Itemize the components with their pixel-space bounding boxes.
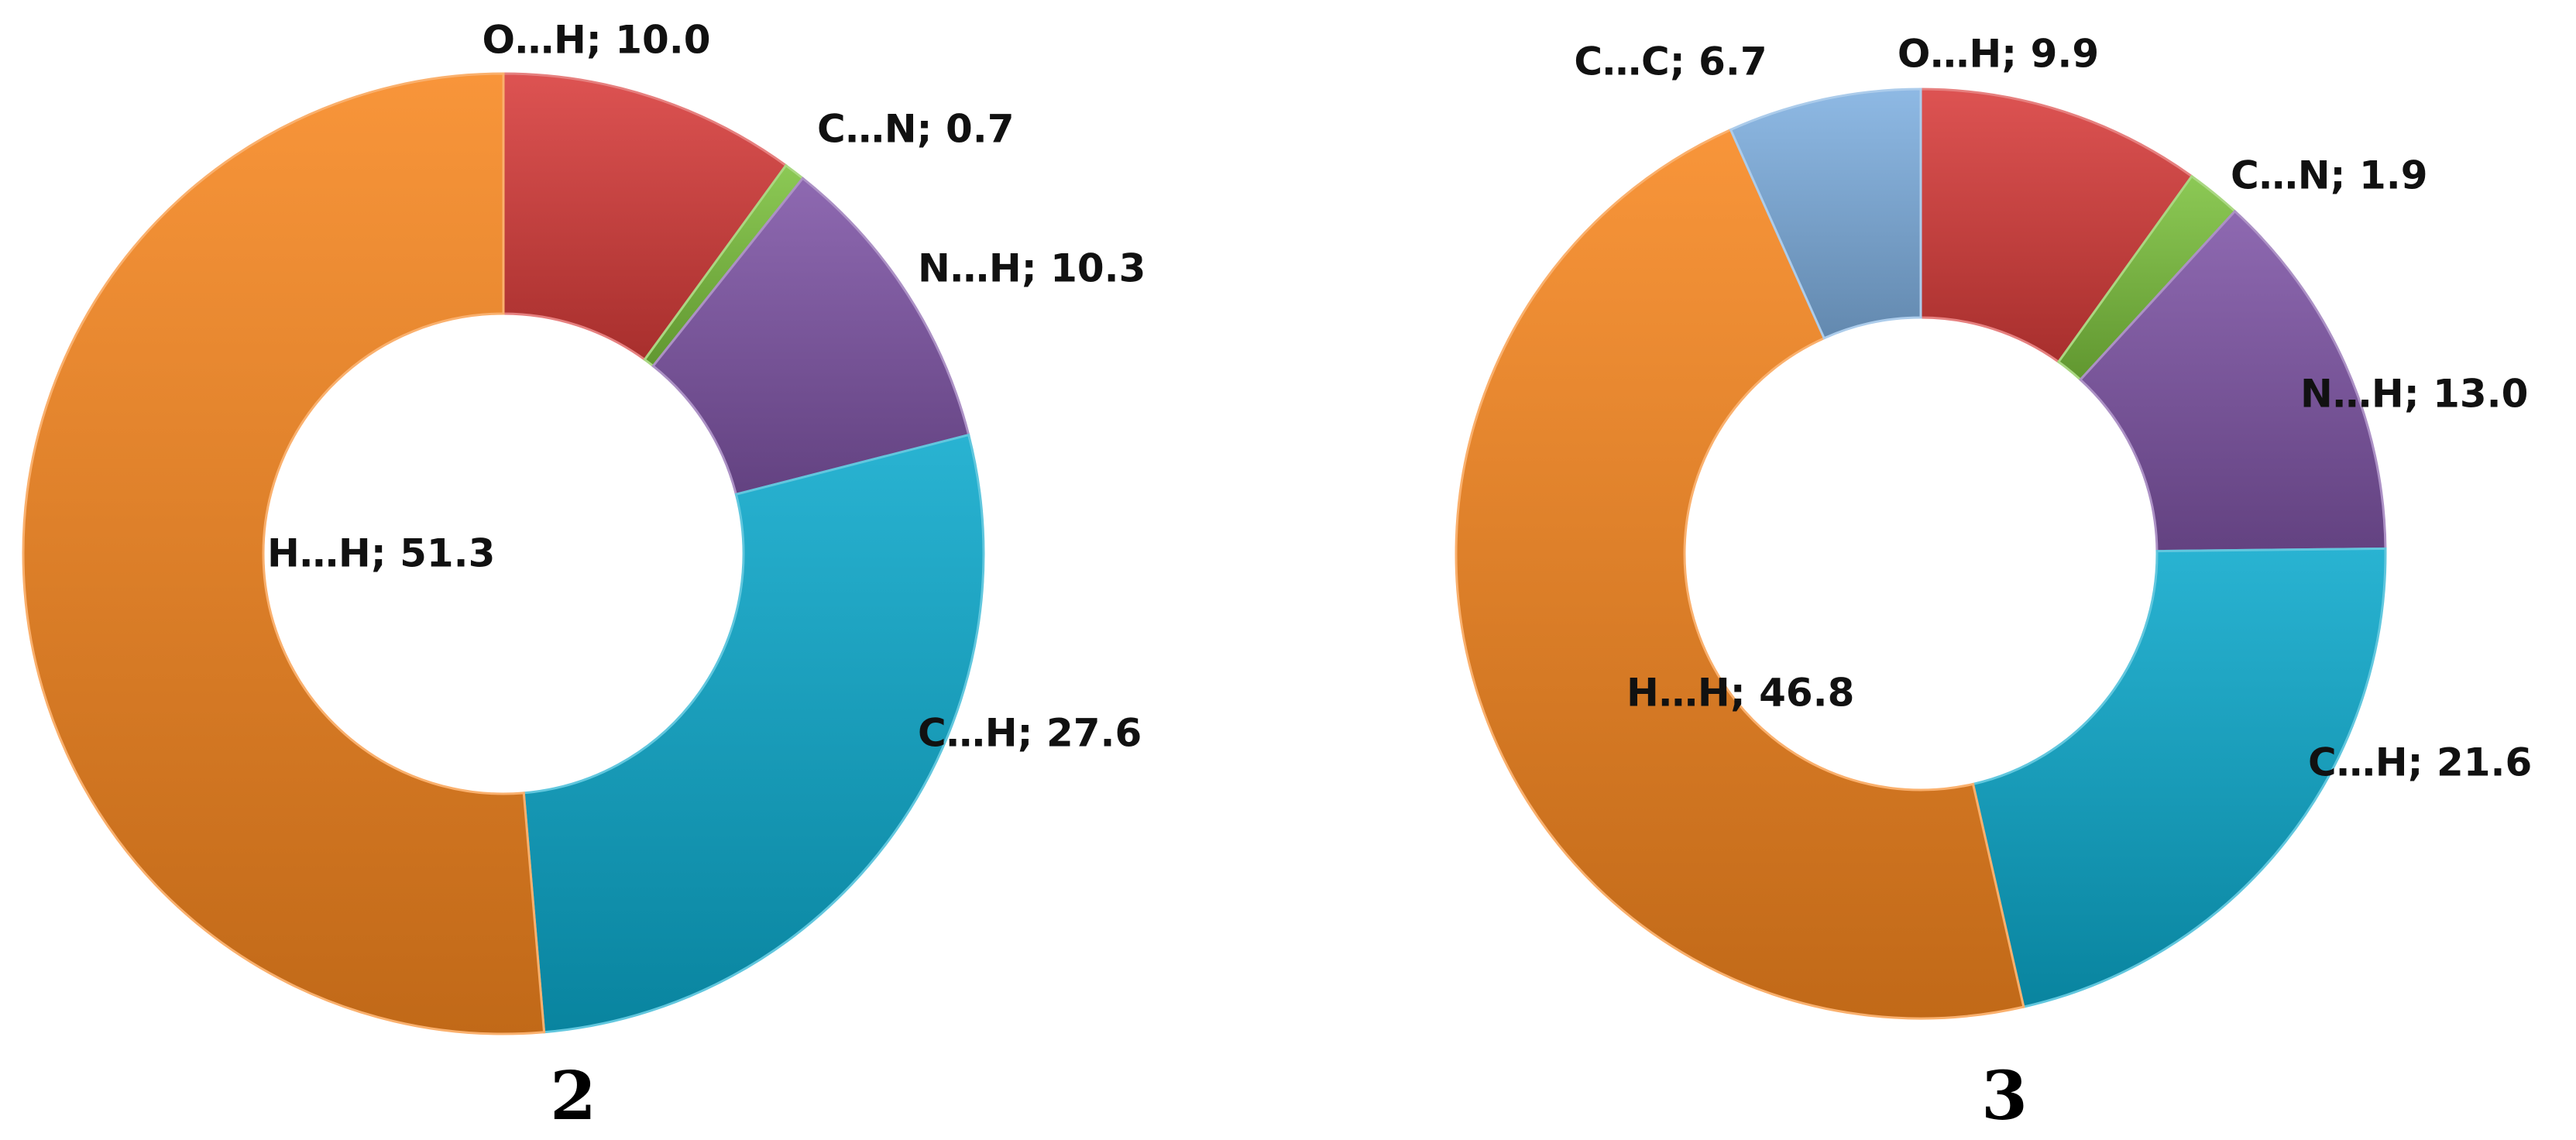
data-label-n-h: N…H; 13.0 (2300, 372, 2528, 417)
data-label-o-h: O…H; 10.0 (482, 18, 710, 63)
data-label-c-n: C…N; 0.7 (817, 107, 1015, 152)
slice-c-h (1971, 547, 2387, 1008)
data-label-n-h: N…H; 10.3 (918, 246, 1145, 291)
slice-n-h (651, 177, 970, 496)
slice-c-c (1729, 88, 1922, 340)
data-label-h-h: H…H; 51.3 (267, 531, 495, 576)
slice-o-h (1919, 88, 2194, 364)
slice-o-h (502, 72, 788, 362)
slice-h-h (22, 72, 546, 1035)
data-label-c-h: C…H; 21.6 (2308, 740, 2532, 785)
slice-n-h (2079, 209, 2387, 553)
data-label-c-n: C…N; 1.9 (2231, 153, 2428, 198)
slice-c-h (522, 433, 985, 1034)
slice-h-h (1455, 128, 2025, 1020)
data-label-c-c: C…C; 6.7 (1574, 39, 1767, 84)
donut-chart-3: O…H; 9.9 C…N; 1.9 N…H; 13.0 C…H; 21.6 H…H; 4… (1455, 32, 2532, 1135)
panel-label: 3 (1981, 1057, 2028, 1135)
panel-label: 2 (550, 1057, 596, 1135)
data-label-c-h: C…H; 27.6 (918, 711, 1142, 756)
data-label-o-h: O…H; 9.9 (1898, 32, 2099, 77)
data-label-h-h: H…H; 46.8 (1626, 671, 1854, 716)
donut-chart-2: O…H; 10.0 C…N; 0.7 N…H; 10.3 C…H; 27.6 H…H; … (22, 18, 1145, 1135)
